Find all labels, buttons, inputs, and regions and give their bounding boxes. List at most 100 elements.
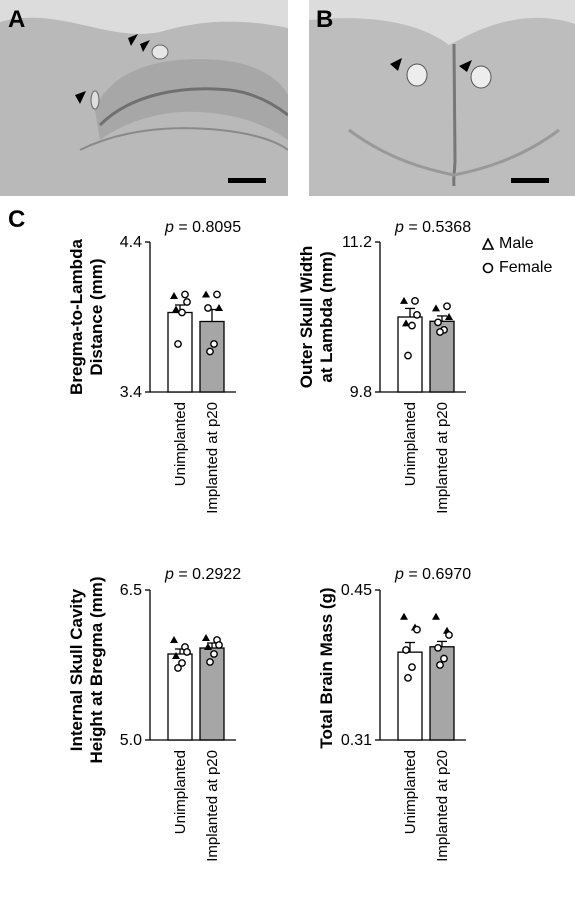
x-category-label: Unimplanted: [172, 402, 189, 486]
male-point: [432, 612, 440, 620]
panel-a-letter: A: [8, 6, 26, 33]
male-point: [432, 304, 440, 312]
x-category-label: Implanted at p20: [434, 402, 451, 514]
female-point: [210, 650, 218, 658]
female-point: [183, 648, 191, 656]
x-category-label: Unimplanted: [172, 750, 189, 834]
legend-female-label: Female: [499, 259, 553, 276]
female-point: [174, 340, 182, 348]
arrowhead-icon: [459, 60, 472, 72]
chart-1-ylabel: Bregma-to-Lambda Distance (mm): [67, 217, 107, 417]
y-tick-label: 0.45: [341, 582, 372, 599]
panel-a-implant-hole: [151, 44, 169, 60]
panel-b-micrograph: [309, 0, 575, 196]
chart-2: 11.2 9.8 Unimplanted Implanted at p20: [340, 232, 480, 522]
chart-2-ylabel-line1: Outer Skull Width: [297, 245, 316, 389]
panel-c-letter: C: [8, 206, 26, 233]
female-point: [402, 646, 410, 654]
arrowhead-icon: [140, 40, 150, 52]
x-category-label: Unimplanted: [402, 402, 419, 486]
female-point: [436, 328, 444, 336]
female-point: [411, 297, 419, 305]
panel-b-implant-hole-left: [406, 63, 428, 87]
arrowhead-icon: [128, 34, 138, 46]
panel-b-midline: [452, 43, 457, 187]
panel-a-implant-track: [90, 90, 100, 110]
chart-4-p-symbol: p: [395, 566, 404, 583]
female-point: [178, 308, 186, 317]
y-tick-label: 3.4: [120, 384, 142, 401]
chart-3-ylabel: Internal Skull Cavity Height at Bregma (…: [67, 550, 107, 790]
female-point: [434, 643, 442, 652]
male-point: [202, 634, 210, 641]
x-category-label: Implanted at p20: [204, 402, 221, 514]
male-point: [170, 292, 178, 299]
chart-3: 6.5 5.0 Unimplanted Implanted at p20: [110, 580, 250, 870]
chart-1: 4.4 3.4 Unimplanted Implanted at p20: [110, 232, 250, 522]
male-point: [172, 305, 180, 313]
female-point: [434, 318, 442, 327]
chart-3-ylabel-line1: Internal Skull Cavity: [67, 588, 86, 752]
female-point: [181, 290, 189, 299]
legend-male-label: Male: [499, 235, 534, 252]
panel-b-letter: B: [316, 6, 334, 33]
bar-implanted: [199, 320, 225, 393]
chart-2-ylabel: Outer Skull Width at Lambda (mm): [297, 217, 337, 417]
chart-1-svg: 4.4 3.4 Unimplanted Implanted at p20: [120, 234, 236, 514]
male-point: [204, 643, 212, 650]
female-point: [404, 351, 412, 360]
chart-4-p-number: = 0.6970: [408, 566, 472, 583]
arrowhead-icon: [390, 58, 402, 71]
female-point: [206, 658, 214, 666]
panel-b-implant-hole-right: [470, 65, 492, 89]
legend-female: Female: [482, 256, 552, 280]
female-point: [436, 661, 444, 669]
chart-4: 0.45 0.31 Unimplanted Implanted at p20: [340, 580, 480, 870]
female-point: [215, 641, 223, 649]
panel-b-ventral-contour: [348, 128, 560, 177]
male-point: [215, 304, 223, 311]
bar-unimplanted: [167, 311, 193, 393]
female-point: [443, 302, 451, 311]
male-point: [202, 290, 210, 298]
x-category-label: Implanted at p20: [434, 750, 451, 862]
panel-b-edge: [309, 0, 575, 45]
triangle-icon: [482, 238, 494, 250]
female-point: [445, 631, 453, 639]
female-point: [404, 673, 412, 682]
y-tick-label: 5.0: [120, 732, 142, 749]
x-category-label: Implanted at p20: [204, 750, 221, 862]
y-tick-label: 4.4: [120, 234, 142, 251]
female-point: [204, 304, 212, 312]
chart-3-ylabel-line2: Height at Bregma (mm): [87, 576, 106, 764]
chart-4-ylabel-line1: Total Brain Mass (g): [317, 587, 336, 749]
legend-male: Male: [482, 232, 552, 256]
chart-2-svg: 11.2 9.8 Unimplanted Implanted at p20: [342, 234, 466, 514]
chart-2-p-number: = 0.5368: [408, 219, 472, 236]
scale-bar: [228, 178, 266, 183]
chart-2-ylabel-line2: at Lambda (mm): [317, 251, 336, 383]
female-point: [213, 290, 221, 299]
male-point: [445, 313, 453, 320]
panel-a-fiber-tract: [79, 127, 289, 151]
male-point: [402, 319, 410, 327]
female-point: [210, 340, 218, 348]
panel-a-edge: [0, 0, 288, 34]
chart-1-ylabel-line2: Distance (mm): [87, 258, 106, 376]
chart-3-p-value: p = 0.2922: [165, 566, 241, 584]
chart-1-ylabel-line1: Bregma-to-Lambda: [67, 239, 86, 395]
female-point: [413, 625, 421, 634]
legend: Male Female: [482, 232, 552, 280]
chart-1-p-value: p = 0.8095: [165, 219, 241, 237]
panel-a-image: [0, 0, 289, 196]
panel-a-micrograph: [0, 0, 289, 196]
panel-a-cell-layer: [98, 87, 289, 127]
female-point: [413, 310, 421, 319]
male-point: [172, 652, 180, 659]
panel-a-hippocampus: [95, 59, 288, 141]
female-point: [440, 654, 448, 663]
female-point: [178, 659, 186, 667]
y-tick-label: 11.2: [342, 234, 372, 251]
chart-1-p-symbol: p: [165, 219, 174, 236]
y-tick-label: 6.5: [120, 582, 142, 599]
